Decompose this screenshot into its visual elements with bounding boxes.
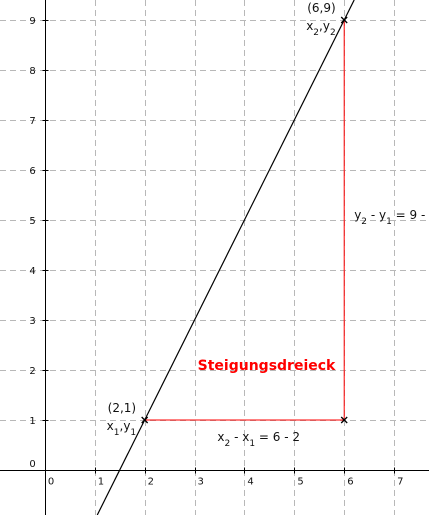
- tick-labels: 0 1 2 3 4 5 6 7 0 1 2 3 4 5 6 7 8 9: [29, 16, 403, 488]
- y-tick-label-6: 6: [29, 166, 35, 177]
- y-tick-label-5: 5: [29, 216, 35, 227]
- line-through-points: [96, 0, 355, 515]
- triangle-title: Steigungsdreieck: [198, 358, 336, 374]
- y-tick-label-9: 9: [29, 16, 35, 27]
- x-tick-label-4: 4: [247, 477, 253, 488]
- point-1-coordinates: (2,1): [108, 401, 136, 415]
- annotations: (2,1) x1,y1 (6,9) x2,y2 x2 - x1 = 6 - 2 y2 - …: [107, 1, 429, 449]
- x-tick-label-2: 2: [148, 477, 154, 488]
- triangle-corner-marker: [340, 416, 348, 424]
- vertical-leg-label: y2 - y1 = 9 - 1: [354, 208, 429, 227]
- point-markers: [141, 16, 348, 424]
- y-tick-label-7: 7: [29, 116, 35, 127]
- x-tick-label-0: 0: [48, 477, 54, 488]
- point-marker-1: [141, 416, 149, 424]
- slope-triangle: [144, 20, 345, 421]
- y-tick-label-4: 4: [29, 266, 35, 277]
- x-tick-label-6: 6: [347, 477, 353, 488]
- x-tick-label-7: 7: [397, 477, 403, 488]
- y-tick-label-3: 3: [29, 316, 35, 327]
- x-tick-label-3: 3: [198, 477, 204, 488]
- horizontal-leg-label: x2 - x1 = 6 - 2: [217, 430, 300, 449]
- y-tick-label-8: 8: [29, 66, 35, 77]
- y-tick-label-1: 1: [29, 416, 35, 427]
- function-line: [96, 0, 355, 515]
- x-tick-label-5: 5: [297, 477, 303, 488]
- x-tick-label-1: 1: [98, 477, 104, 488]
- y-tick-label-2: 2: [29, 366, 35, 377]
- point-2-name: x2,y2: [306, 19, 336, 38]
- y-tick-label-0: 0: [29, 459, 35, 470]
- point-marker-2: [340, 16, 348, 24]
- point-2-coordinates: (6,9): [307, 1, 335, 15]
- point-1-name: x1,y1: [107, 419, 136, 438]
